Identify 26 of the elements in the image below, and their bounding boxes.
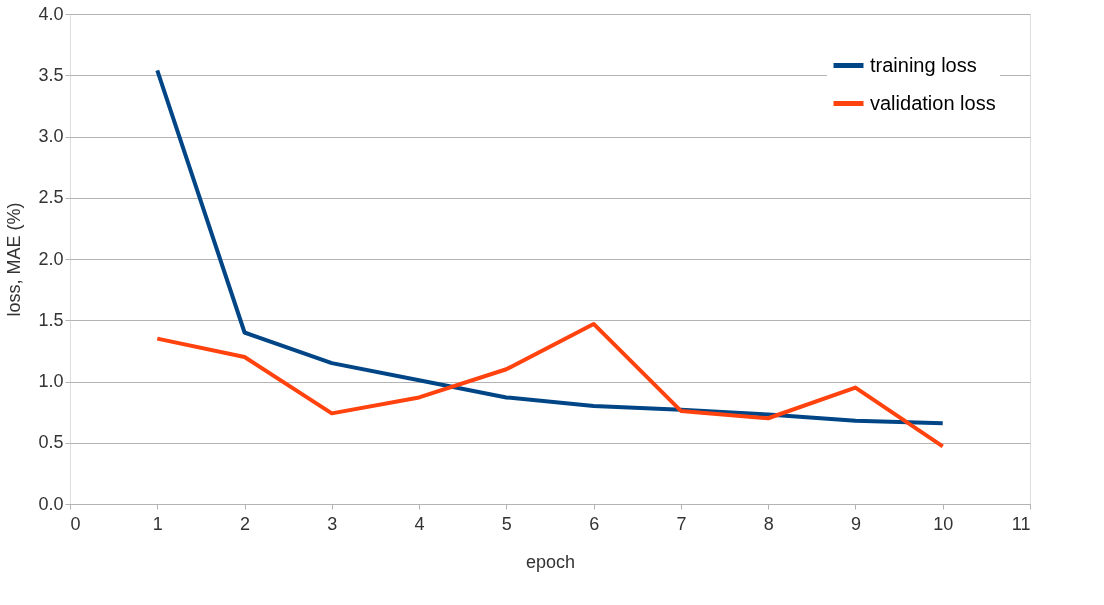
y-tick-label: 2.5 (38, 187, 64, 208)
x-tick-label: 5 (501, 513, 512, 534)
x-axis-title: epoch (525, 551, 576, 572)
legend-label: training loss (870, 53, 977, 76)
x-tick-label: 0 (70, 513, 81, 534)
y-tick-label: 1.5 (38, 309, 64, 330)
x-tick-label: 2 (240, 513, 251, 534)
legend-label: validation loss (870, 91, 996, 114)
x-tick-label: 4 (414, 513, 425, 534)
y-tick-label: 0.0 (38, 493, 64, 514)
x-tick-label: 6 (589, 513, 600, 534)
x-tick-label: 3 (327, 513, 338, 534)
x-tick-label: 8 (763, 513, 774, 534)
x-tick-label: 7 (676, 513, 687, 534)
y-axis-title: loss, MAE (%) (4, 202, 25, 317)
y-tick-label: 3.0 (38, 126, 64, 146)
y-tick-label: 1.0 (38, 371, 64, 391)
x-tick-label: 10 (933, 513, 954, 534)
y-tick-label: 0.5 (38, 432, 64, 453)
x-tick-label: 11 (1011, 513, 1031, 534)
x-tick-label: 9 (850, 513, 861, 534)
y-tick-label: 4.0 (38, 3, 64, 24)
line-series (155, 321, 945, 449)
y-tick-label: 3.5 (38, 64, 64, 85)
x-tick-label: 1 (152, 513, 163, 534)
y-tick-label: 2.0 (38, 248, 64, 269)
